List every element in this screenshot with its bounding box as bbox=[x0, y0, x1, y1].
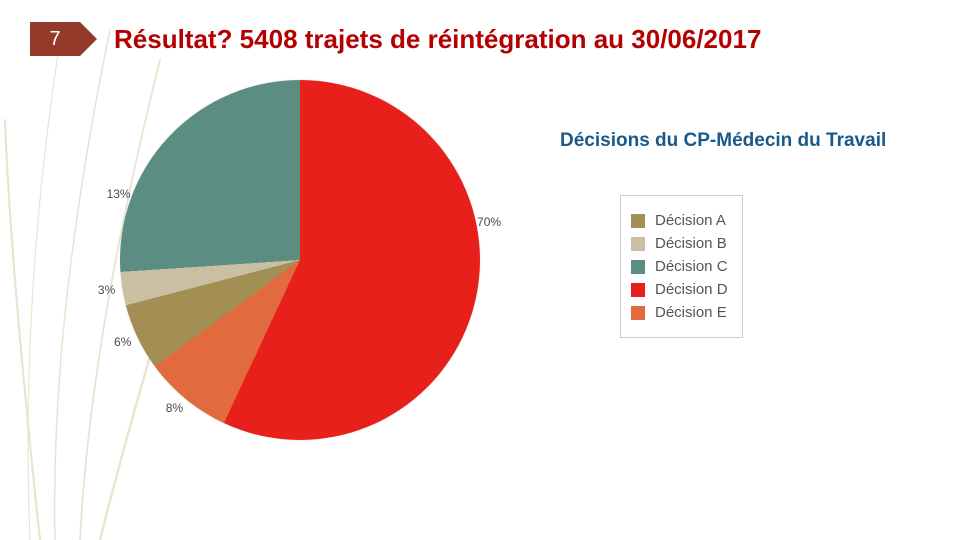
legend-item: Décision A bbox=[631, 212, 728, 229]
legend-label: Décision D bbox=[655, 281, 728, 298]
legend-swatch bbox=[631, 306, 645, 320]
legend-label: Décision C bbox=[655, 258, 728, 275]
legend-label: Décision B bbox=[655, 235, 727, 252]
legend-item: Décision C bbox=[631, 258, 728, 275]
chart-legend: Décision A Décision B Décision C Décision D… bbox=[620, 195, 743, 338]
pie-slice-label: 8% bbox=[166, 401, 183, 415]
legend-item: Décision B bbox=[631, 235, 728, 252]
chart-subtitle: Décisions du CP-Médecin du Travail bbox=[560, 130, 886, 152]
legend-swatch bbox=[631, 260, 645, 274]
legend-label: Décision E bbox=[655, 304, 727, 321]
page-number: 7 bbox=[49, 28, 60, 51]
pie-slice-label: 13% bbox=[107, 187, 131, 201]
pie-chart: 70%8%6%3%13% bbox=[120, 80, 480, 440]
legend-label: Décision A bbox=[655, 212, 726, 229]
legend-item: Décision D bbox=[631, 281, 728, 298]
slide-header: 7 Résultat? 5408 trajets de réintégratio… bbox=[30, 22, 761, 56]
pie-slice-label: 70% bbox=[477, 215, 501, 229]
legend-swatch bbox=[631, 237, 645, 251]
pie-slice-label: 3% bbox=[98, 283, 115, 297]
legend-item: Décision E bbox=[631, 304, 728, 321]
page-title: Résultat? 5408 trajets de réintégration … bbox=[114, 24, 761, 55]
legend-swatch bbox=[631, 283, 645, 297]
legend-swatch bbox=[631, 214, 645, 228]
pie-body bbox=[120, 80, 480, 440]
page-number-badge: 7 bbox=[30, 22, 80, 56]
pie-slice-label: 6% bbox=[114, 335, 131, 349]
